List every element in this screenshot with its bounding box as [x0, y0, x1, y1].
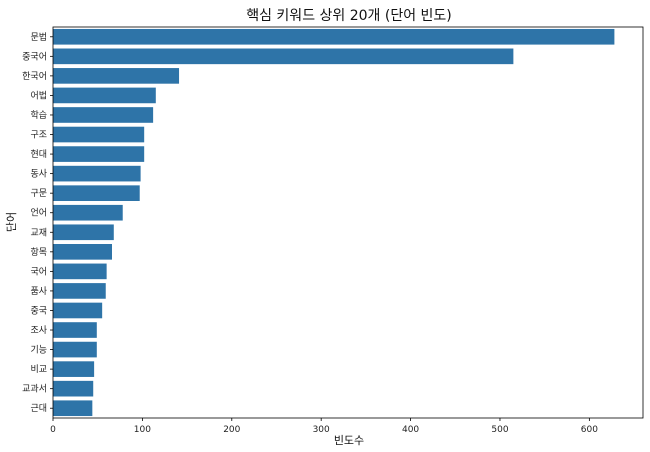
- bar-교과서: [53, 380, 94, 397]
- bar-학습: [53, 107, 154, 123]
- y-axis-label: 단어: [5, 212, 18, 232]
- y-tick-label: 품사: [30, 286, 47, 297]
- bar-국어: [53, 263, 107, 280]
- bar-항목: [53, 244, 112, 260]
- bars-group: [53, 28, 615, 417]
- y-tick-label: 조사: [30, 325, 47, 336]
- bar-한국어: [53, 68, 180, 84]
- x-axis-ticks: 0 100 200 300 400 500 600: [50, 418, 598, 435]
- x-tick-label: 200: [223, 425, 240, 435]
- bar-중국: [53, 302, 103, 319]
- y-tick-label: 한국어: [22, 71, 47, 82]
- bar-품사: [53, 283, 106, 299]
- y-tick-label: 구문: [30, 188, 47, 199]
- x-axis-label: 빈도수: [334, 434, 364, 447]
- bar-구문: [53, 185, 140, 201]
- bar-어법: [53, 87, 156, 104]
- y-tick-label: 항목: [30, 247, 47, 258]
- bar-문법: [53, 28, 615, 45]
- y-tick-label: 문법: [30, 32, 47, 43]
- y-tick-label: 비교: [30, 364, 47, 375]
- x-tick-label: 0: [50, 425, 56, 435]
- bar-구조: [53, 126, 145, 143]
- x-tick-label: 400: [402, 425, 419, 435]
- y-axis-ticks: 문법중국어한국어어법학습구조현대동사구문언어교재항목국어품사중국조사기능비교교과…: [22, 32, 53, 414]
- bar-중국어: [53, 48, 514, 65]
- y-tick-label: 교재: [30, 227, 47, 238]
- x-tick-label: 500: [491, 425, 508, 435]
- bar-현대: [53, 146, 145, 162]
- chart-title: 핵심 키워드 상위 20개 (단어 빈도): [246, 8, 452, 24]
- y-tick-label: 현대: [30, 149, 47, 160]
- bar-기능: [53, 341, 97, 358]
- bar-동사: [53, 165, 141, 182]
- x-tick-label: 100: [134, 425, 151, 435]
- plot-frame: [52, 26, 644, 419]
- y-tick-label: 동사: [30, 169, 47, 180]
- y-tick-label: 언어: [30, 207, 47, 219]
- x-tick-label: 600: [581, 425, 598, 435]
- y-tick-label: 교과서: [22, 384, 47, 395]
- bar-조사: [53, 322, 97, 338]
- y-tick-label: 중국: [30, 305, 47, 316]
- bar-교재: [53, 224, 114, 241]
- y-tick-label: 국어: [30, 266, 47, 277]
- bar-근대: [53, 400, 93, 417]
- y-tick-label: 근대: [30, 403, 47, 414]
- bar-언어: [53, 204, 123, 221]
- x-tick-label: 300: [313, 425, 330, 435]
- y-tick-label: 어법: [30, 90, 47, 101]
- y-tick-label: 학습: [30, 110, 47, 121]
- bar-비교: [53, 361, 95, 377]
- y-tick-label: 중국어: [22, 51, 47, 62]
- y-tick-label: 기능: [30, 345, 47, 356]
- y-tick-label: 구조: [30, 130, 47, 141]
